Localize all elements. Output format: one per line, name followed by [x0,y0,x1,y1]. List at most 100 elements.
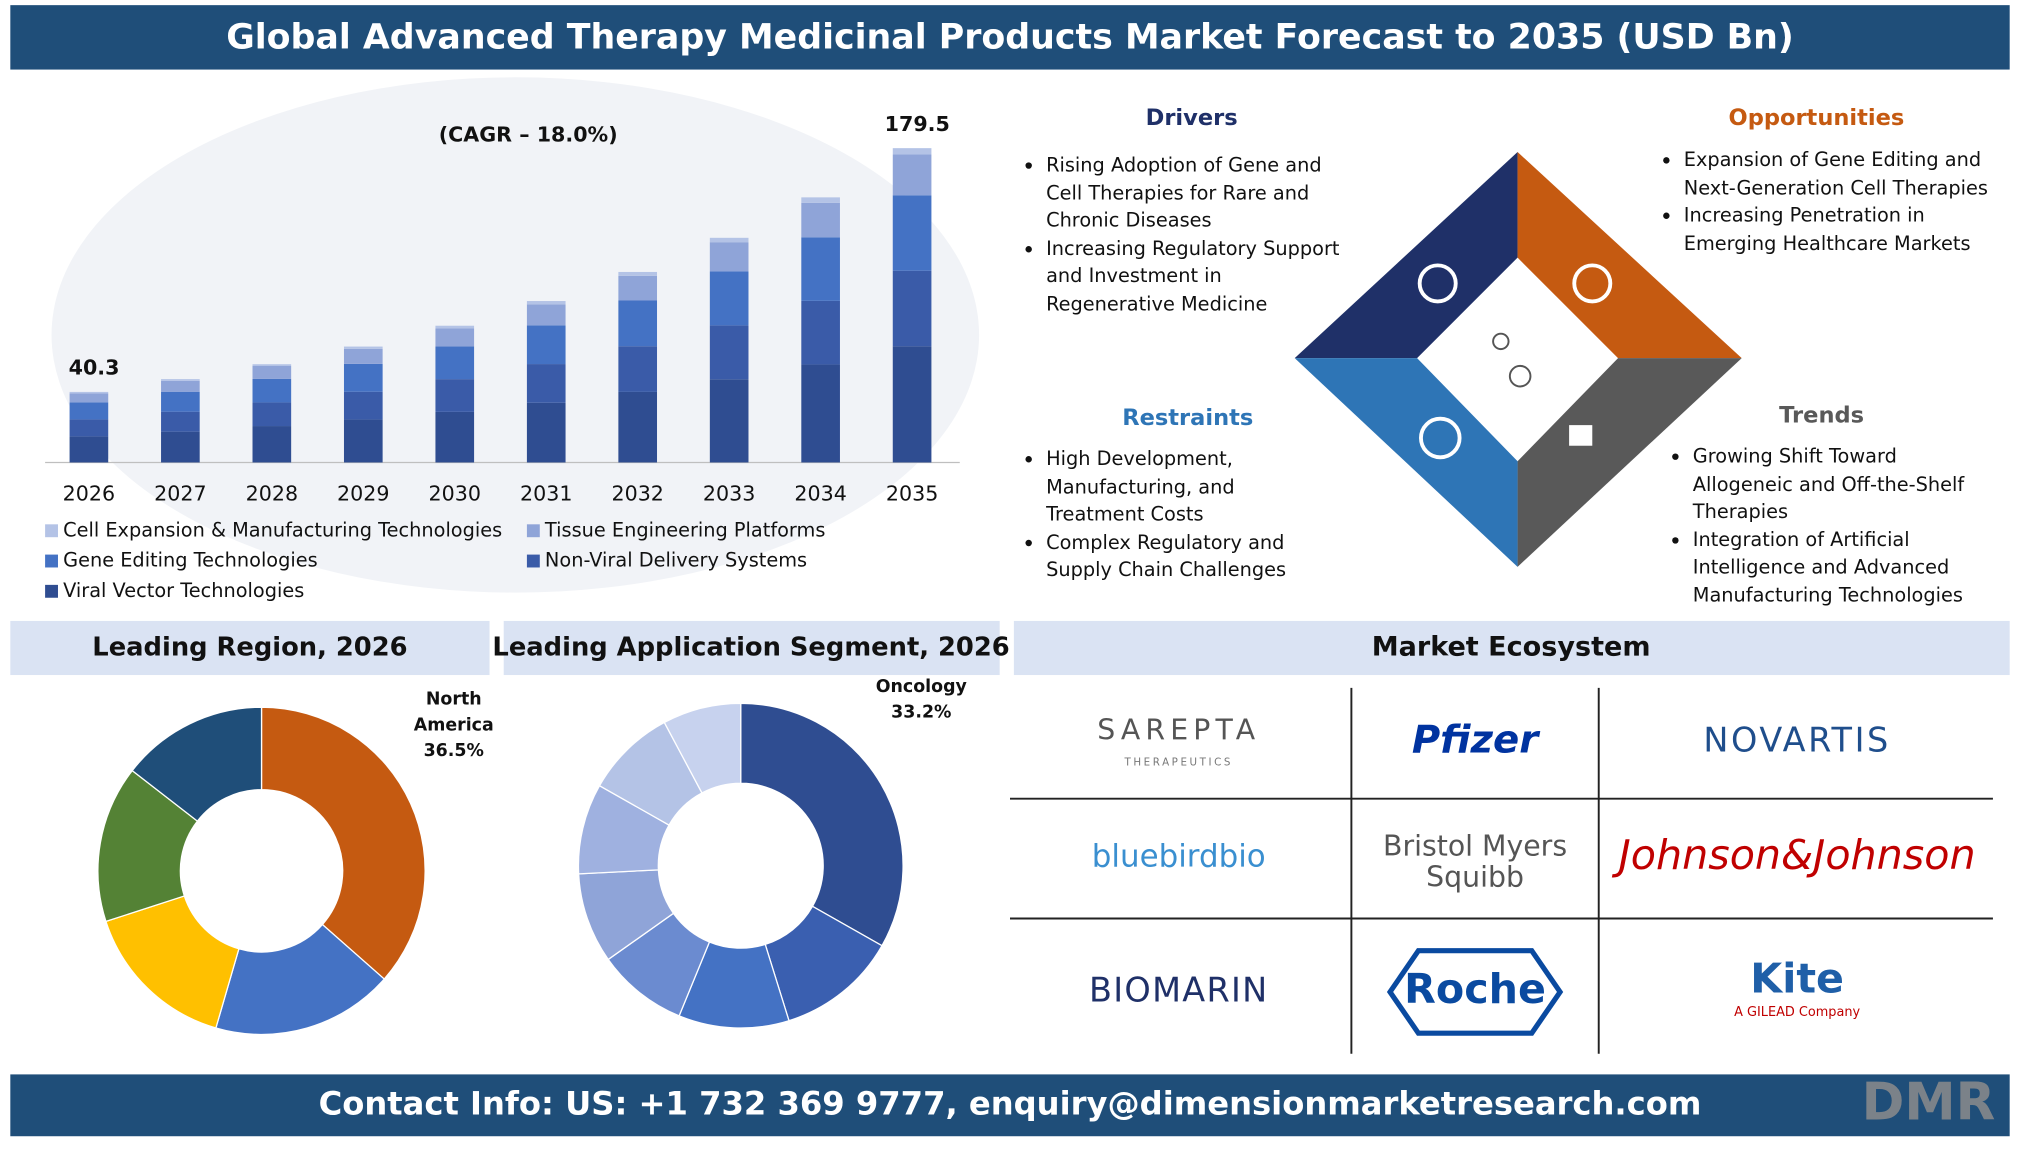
header-title: Global Advanced Therapy Medicinal Produc… [226,18,1794,58]
bar-segment [69,419,109,437]
bar-segment [709,242,749,272]
bar-segment [435,411,475,463]
bar-segment [892,270,932,347]
header-bar [10,5,2010,70]
bar-segment [252,426,292,463]
factor-list-box: Expansion of Gene Editing and Next-Gener… [1655,147,2009,327]
factor-item: Growing Shift Toward Allogeneic and Off-… [1693,443,2000,526]
bar-segment [618,346,658,392]
map-background [51,77,980,593]
factor-list: High Development, Manufacturing, and Tre… [1018,446,1314,584]
factor-item: Rising Adoption of Gene and Cell Therapi… [1046,152,1340,235]
bar-segment [709,237,749,243]
bar-segment [892,154,932,196]
donut-slice [740,702,904,947]
company-logo-text: BIOMARIN [1089,970,1269,1009]
factor-list: Expansion of Gene Editing and Next-Gener… [1655,147,2009,258]
bar-segment [161,411,200,432]
legend-label: Non-Viral Delivery Systems [545,549,807,572]
factor-item: Increasing Regulatory Support and Invest… [1046,235,1340,318]
icon [1417,263,1458,304]
bar-segment [69,436,109,463]
legend-label: Viral Vector Technologies [63,579,304,602]
company-logo-text: Kite [1750,955,1844,1003]
bar-segment [252,365,292,379]
factor-item: High Development, Manufacturing, and Tre… [1046,446,1314,529]
company-logo-text: Johnson&Johnson [1612,831,1976,879]
x-tick-label: 2029 [337,482,389,506]
bar-segment [801,364,840,463]
bar-segment [252,378,292,403]
factor-item: Expansion of Gene Editing and Next-Gener… [1684,147,2010,202]
icon [1419,416,1462,460]
legend-swatch [526,524,540,538]
footer-bar [10,1074,2010,1137]
bar-segment [435,328,475,347]
bar-segment [709,271,749,326]
bar-segment [618,271,658,276]
bar-segment [161,431,200,463]
factor-title: Trends [1779,403,1864,429]
factor-title: Restraints [1122,405,1253,431]
bar-segment [252,402,292,427]
bar-segment [252,364,292,366]
bar-segment [526,301,566,305]
company-logo-text: bluebirdbio [1092,838,1266,874]
slice-category: Oncology [875,676,967,698]
bar-segment [618,275,658,301]
section-title: Leading Application Segment, 2026 [492,632,1009,662]
bar-segment [618,391,658,463]
bar-segment [526,325,566,365]
bar-segment [892,346,932,463]
donut-slice [105,895,240,1029]
legend-swatch [45,554,58,568]
icon [1508,364,1532,388]
company-logo-text: SAREPTA [1097,714,1260,747]
factor-list: Rising Adoption of Gene and Cell Therapi… [1018,152,1340,318]
bar-segment [526,304,566,326]
chart-subtitle: (CAGR – 18.0%) [439,122,618,146]
bar-segment [343,391,383,420]
bar-segment [435,325,475,329]
bar-segment [343,363,383,392]
diamond-center [1417,257,1619,462]
section-header-bg [10,620,490,676]
x-tick-label: 2027 [154,482,206,506]
logo-frame [1386,948,1564,1036]
x-tick-label: 2034 [794,482,846,506]
company-logo-text: NOVARTIS [1703,721,1891,760]
bar-segment [161,391,200,412]
bar-segment [526,364,566,403]
legend-label: Gene Editing Technologies [63,549,318,572]
slice-category: North America [413,689,494,736]
factor-list-box: Rising Adoption of Gene and Cell Therapi… [1018,152,1340,332]
company-logo-text: THERAPEUTICS [1123,757,1233,769]
slice-label: North America 36.5% [413,689,494,762]
factor-title: Opportunities [1729,105,1905,131]
donut-slice [215,923,386,1036]
bar-segment [161,379,200,381]
legend-swatch [526,554,540,568]
company-logo-text: A GILEAD Company [1734,1005,1860,1020]
company-logo-text: Bristol Myers [1383,830,1567,863]
company-logo-text: Squibb [1426,861,1524,894]
company-logo-text: Pfizer [1412,718,1541,763]
bar-segment [618,300,658,347]
icon [1492,332,1510,351]
factor-item: Integration of Artificial Intelligence a… [1693,526,2000,609]
bar-segment [69,391,109,394]
bar-segment [892,195,932,271]
x-tick-label: 2028 [246,482,298,506]
bar-segment [709,379,749,463]
factor-item: Increasing Penetration in Emerging Healt… [1684,202,2010,257]
bar-segment [69,402,109,420]
slice-label-box: Oncology 33.2% [863,674,979,726]
bar-segment [526,402,566,463]
bar-segment [343,346,383,349]
bar-segment [801,237,840,301]
slice-value: 36.5% [423,740,484,762]
x-tick-label: 2031 [520,482,572,506]
bar-segment [435,379,475,412]
company-logo-text: Roche [1404,965,1546,1013]
